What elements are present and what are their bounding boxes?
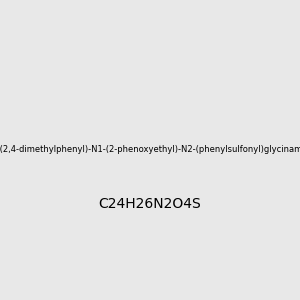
Text: C24H26N2O4S: C24H26N2O4S: [99, 197, 201, 211]
Text: N2-(2,4-dimethylphenyl)-N1-(2-phenoxyethyl)-N2-(phenylsulfonyl)glycinamide: N2-(2,4-dimethylphenyl)-N1-(2-phenoxyeth…: [0, 146, 300, 154]
